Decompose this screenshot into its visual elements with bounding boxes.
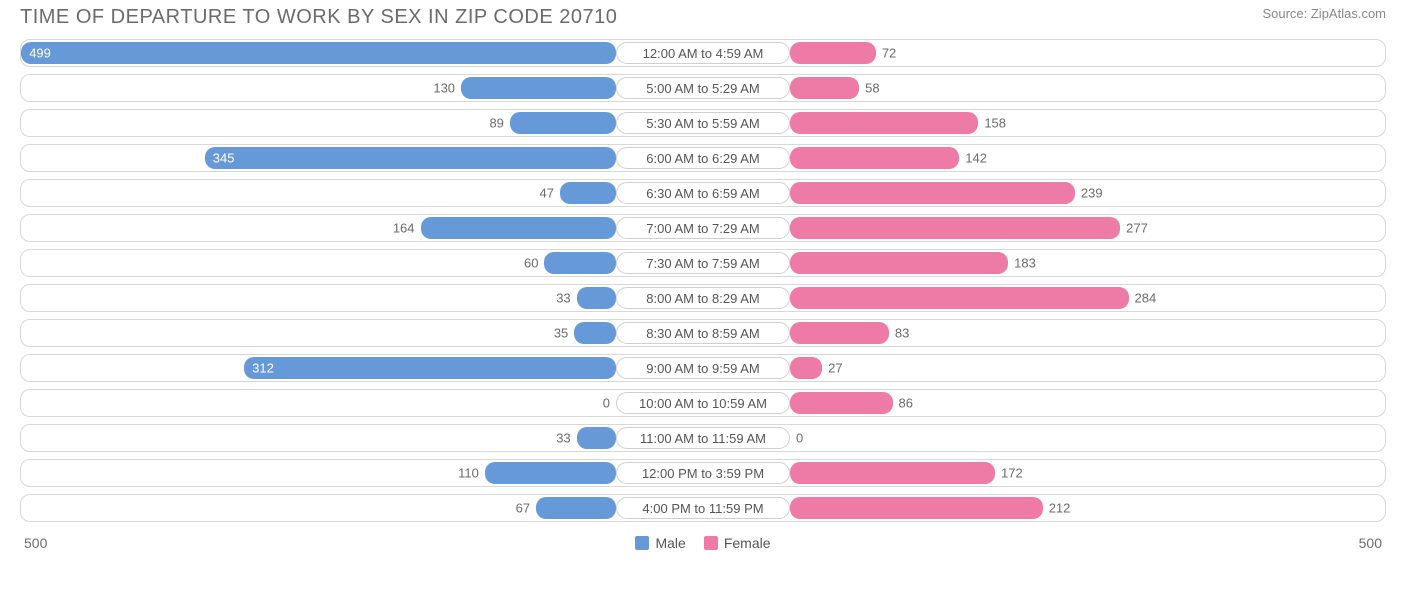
chart-source: Source: ZipAtlas.com [1262,6,1386,21]
female-bar [790,497,1043,519]
female-bar [790,252,1008,274]
male-value: 345 [213,151,235,166]
chart-area: 499 72 12:00 AM to 4:59 AM 130 58 5:00 AM to … [0,33,1406,522]
axis-tick-right: 500 [1359,535,1382,551]
male-bar [510,112,616,134]
female-bar [790,322,889,344]
legend: Male Female [635,535,770,551]
female-value: 183 [1014,256,1036,271]
male-value: 130 [433,81,455,96]
female-value: 72 [882,46,896,61]
female-value: 172 [1001,466,1023,481]
female-value: 86 [899,396,913,411]
chart-row: 35 83 8:30 AM to 8:59 AM [20,319,1386,347]
chart-row: 164 277 7:00 AM to 7:29 AM [20,214,1386,242]
female-value: 239 [1081,186,1103,201]
male-bar [577,287,616,309]
female-bar [790,112,978,134]
female-bar [790,287,1129,309]
male-value: 89 [489,116,503,131]
female-value: 0 [796,431,803,446]
male-bar [560,182,616,204]
female-value: 83 [895,326,909,341]
male-value: 33 [556,291,570,306]
chart-row: 67 212 4:00 PM to 11:59 PM [20,494,1386,522]
category-label: 7:00 AM to 7:29 AM [616,217,790,239]
category-label: 12:00 AM to 4:59 AM [616,42,790,64]
category-label: 6:00 AM to 6:29 AM [616,147,790,169]
male-value: 67 [516,501,530,516]
male-value: 33 [556,431,570,446]
category-label: 7:30 AM to 7:59 AM [616,252,790,274]
category-label: 12:00 PM to 3:59 PM [616,462,790,484]
male-value: 0 [603,396,610,411]
female-bar [790,462,995,484]
legend-swatch [704,536,718,550]
female-value: 212 [1049,501,1071,516]
male-bar [461,77,616,99]
category-label: 4:00 PM to 11:59 PM [616,497,790,519]
legend-label: Female [724,535,771,551]
female-bar [790,182,1075,204]
category-label: 10:00 AM to 10:59 AM [616,392,790,414]
male-value: 499 [29,46,51,61]
legend-label: Male [655,535,685,551]
male-value: 312 [252,361,274,376]
category-label: 11:00 AM to 11:59 AM [616,427,790,449]
male-value: 35 [554,326,568,341]
category-label: 5:30 AM to 5:59 AM [616,112,790,134]
male-bar [536,497,616,519]
chart-row: 110 172 12:00 PM to 3:59 PM [20,459,1386,487]
chart-row: 0 86 10:00 AM to 10:59 AM [20,389,1386,417]
chart-row: 130 58 5:00 AM to 5:29 AM [20,74,1386,102]
female-value: 142 [965,151,987,166]
chart-row: 499 72 12:00 AM to 4:59 AM [20,39,1386,67]
axis-tick-left: 500 [24,535,47,551]
female-bar [790,392,893,414]
chart-row: 47 239 6:30 AM to 6:59 AM [20,179,1386,207]
category-label: 9:00 AM to 9:59 AM [616,357,790,379]
chart-row: 312 27 9:00 AM to 9:59 AM [20,354,1386,382]
chart-header: TIME OF DEPARTURE TO WORK BY SEX IN ZIP … [0,0,1406,33]
male-value: 47 [540,186,554,201]
female-value: 58 [865,81,879,96]
female-bar [790,77,859,99]
chart-title: TIME OF DEPARTURE TO WORK BY SEX IN ZIP … [20,6,617,29]
chart-row: 33 0 11:00 AM to 11:59 AM [20,424,1386,452]
category-label: 5:00 AM to 5:29 AM [616,77,790,99]
female-value: 277 [1126,221,1148,236]
chart-row: 89 158 5:30 AM to 5:59 AM [20,109,1386,137]
female-value: 27 [828,361,842,376]
male-value: 110 [458,466,479,481]
chart-row: 33 284 8:00 AM to 8:29 AM [20,284,1386,312]
male-bar: 312 [244,357,616,379]
male-bar [577,427,616,449]
male-bar [485,462,616,484]
male-bar [421,217,616,239]
female-bar [790,147,959,169]
male-value: 60 [524,256,538,271]
male-bar: 499 [21,42,616,64]
female-bar [790,217,1120,239]
chart-row: 345 142 6:00 AM to 6:29 AM [20,144,1386,172]
male-value: 164 [393,221,415,236]
male-bar [574,322,616,344]
chart-row: 60 183 7:30 AM to 7:59 AM [20,249,1386,277]
legend-item: Male [635,535,685,551]
category-label: 6:30 AM to 6:59 AM [616,182,790,204]
female-value: 284 [1135,291,1157,306]
male-bar: 345 [205,147,616,169]
chart-footer: 500 Male Female 500 [0,529,1406,557]
legend-swatch [635,536,649,550]
category-label: 8:30 AM to 8:59 AM [616,322,790,344]
category-label: 8:00 AM to 8:29 AM [616,287,790,309]
male-bar [544,252,616,274]
female-bar [790,357,822,379]
female-value: 158 [984,116,1006,131]
female-bar [790,42,876,64]
legend-item: Female [704,535,771,551]
